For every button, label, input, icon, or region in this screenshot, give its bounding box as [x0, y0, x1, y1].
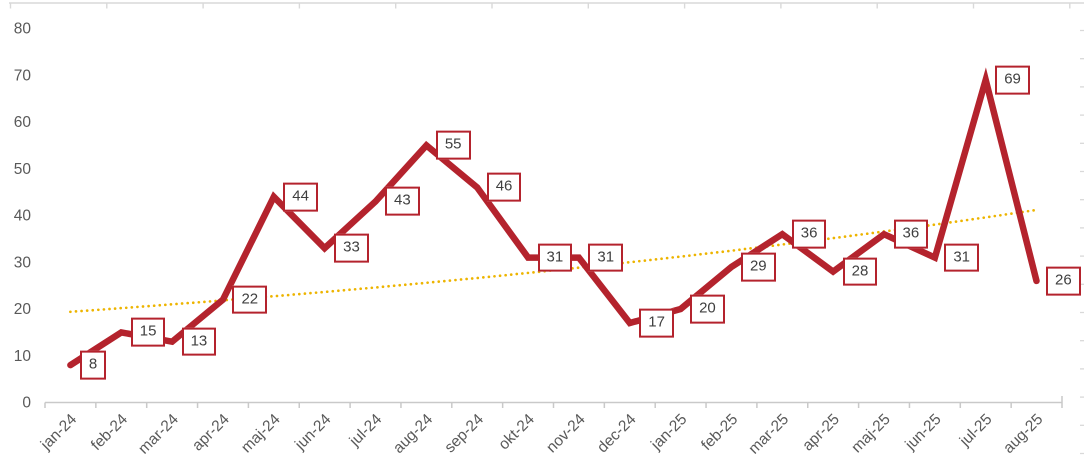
x-axis-label: apr-24 — [189, 411, 233, 455]
x-axis-label: aug-25 — [1000, 411, 1046, 457]
y-axis-label: 60 — [14, 114, 32, 131]
x-axis-label: jan-24 — [37, 411, 80, 454]
x-axis-label: feb-25 — [698, 411, 741, 454]
x-axis-label: feb-24 — [88, 411, 131, 454]
x-axis-label: okt-24 — [495, 411, 538, 454]
x-axis-label: sep-24 — [441, 411, 487, 457]
y-axis-label: 80 — [14, 21, 32, 38]
x-axis-label: maj-24 — [238, 411, 284, 457]
data-series-line — [67, 67, 1040, 369]
x-axis-label: jun-24 — [291, 411, 334, 454]
x-axis-label: apr-25 — [799, 411, 843, 455]
y-axis-label: 10 — [14, 348, 32, 365]
x-axis-label: jun-25 — [901, 411, 944, 454]
y-axis-label: 70 — [14, 67, 32, 84]
y-axis-label: 40 — [14, 208, 32, 225]
y-axis-label: 20 — [14, 301, 32, 318]
x-axis-label: jan-25 — [647, 411, 690, 454]
x-axis-label: mar-24 — [135, 411, 182, 458]
x-axis-label: maj-25 — [848, 411, 894, 457]
y-axis-label: 50 — [14, 161, 32, 178]
y-axis-label: 30 — [14, 254, 32, 271]
x-axis-label: dec-24 — [594, 411, 640, 457]
y-axis-label: 0 — [22, 395, 31, 412]
trendline — [69, 208, 1038, 314]
x-axis-label: jul-24 — [346, 411, 386, 451]
x-axis-label: nov-24 — [543, 411, 589, 457]
x-axis-label: jul-25 — [956, 411, 996, 451]
x-axis-label: aug-24 — [390, 411, 436, 457]
x-axis-label: mar-25 — [745, 411, 792, 458]
